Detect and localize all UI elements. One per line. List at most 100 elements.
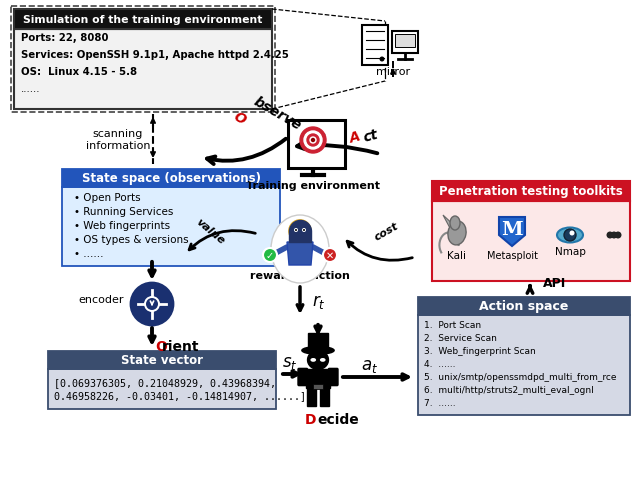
Circle shape (144, 296, 160, 312)
FancyBboxPatch shape (307, 389, 316, 406)
Text: cost: cost (372, 221, 400, 242)
Text: scanning
information: scanning information (86, 129, 150, 151)
Text: ✕: ✕ (326, 251, 334, 261)
FancyBboxPatch shape (62, 169, 280, 188)
FancyBboxPatch shape (308, 334, 328, 353)
FancyBboxPatch shape (328, 369, 338, 386)
Circle shape (303, 229, 305, 231)
Text: 6.  multi/http/struts2_multi_eval_ognl: 6. multi/http/struts2_multi_eval_ognl (424, 386, 594, 395)
Text: ✓: ✓ (266, 251, 274, 261)
Circle shape (263, 249, 277, 263)
Circle shape (131, 283, 173, 325)
Text: $s_t$: $s_t$ (282, 353, 298, 371)
Ellipse shape (271, 216, 329, 283)
Text: O: O (232, 109, 248, 127)
Text: Training environment: Training environment (246, 180, 380, 191)
Ellipse shape (308, 351, 328, 370)
Circle shape (614, 232, 621, 239)
Text: 7.  ......: 7. ...... (424, 399, 456, 408)
Text: • Running Services: • Running Services (74, 206, 173, 216)
Text: $r_t$: $r_t$ (312, 292, 326, 311)
Ellipse shape (310, 358, 316, 362)
Circle shape (295, 229, 297, 231)
Ellipse shape (320, 358, 326, 362)
Text: ......: ...... (21, 84, 40, 94)
Circle shape (146, 299, 158, 311)
Text: value: value (194, 217, 226, 246)
Text: 2.  Service Scan: 2. Service Scan (424, 334, 497, 343)
FancyBboxPatch shape (313, 384, 323, 390)
Text: Services: OpenSSH 9.1p1, Apache httpd 2.4.25: Services: OpenSSH 9.1p1, Apache httpd 2.… (21, 50, 289, 60)
Ellipse shape (563, 228, 577, 242)
FancyBboxPatch shape (395, 35, 415, 48)
Circle shape (294, 228, 298, 232)
Text: Action space: Action space (479, 300, 569, 313)
Text: A: A (348, 130, 362, 146)
Text: Nmap: Nmap (555, 247, 586, 256)
FancyBboxPatch shape (418, 298, 630, 315)
Text: ecide: ecide (317, 412, 359, 426)
FancyBboxPatch shape (62, 188, 280, 266)
Polygon shape (287, 242, 313, 265)
Text: State vector: State vector (121, 354, 203, 367)
Text: • Web fingerprints: • Web fingerprints (74, 220, 170, 230)
Circle shape (307, 135, 319, 147)
Text: rient: rient (162, 339, 200, 353)
FancyBboxPatch shape (48, 351, 276, 369)
FancyBboxPatch shape (432, 181, 630, 202)
Text: D: D (305, 412, 316, 426)
Text: Kali: Kali (447, 251, 467, 261)
Circle shape (570, 231, 575, 236)
FancyBboxPatch shape (306, 370, 330, 389)
Text: $a_t$: $a_t$ (362, 356, 378, 374)
Text: 0.46958226, -0.03401, -0.14814907, ......]: 0.46958226, -0.03401, -0.14814907, .....… (54, 390, 306, 400)
Circle shape (300, 128, 326, 154)
Ellipse shape (450, 216, 460, 230)
Text: ct: ct (362, 127, 380, 144)
Text: Ports: 22, 8080: Ports: 22, 8080 (21, 33, 109, 43)
Circle shape (607, 232, 614, 239)
Text: 3.  Web_fingerprint Scan: 3. Web_fingerprint Scan (424, 347, 536, 356)
Circle shape (323, 249, 337, 263)
Text: OS:  Linux 4.15 - 5.8: OS: Linux 4.15 - 5.8 (21, 67, 137, 77)
FancyBboxPatch shape (418, 315, 630, 415)
Circle shape (611, 232, 618, 239)
FancyBboxPatch shape (432, 202, 630, 281)
Text: • OS types & versions: • OS types & versions (74, 235, 189, 244)
Ellipse shape (448, 222, 466, 245)
FancyBboxPatch shape (48, 369, 276, 409)
Text: M: M (501, 220, 523, 239)
FancyBboxPatch shape (320, 389, 330, 406)
Polygon shape (499, 217, 525, 247)
Ellipse shape (557, 228, 583, 243)
FancyBboxPatch shape (392, 32, 418, 54)
Text: 1.  Port Scan: 1. Port Scan (424, 321, 481, 330)
Text: API: API (543, 277, 566, 290)
Text: encoder: encoder (79, 294, 124, 304)
Polygon shape (443, 216, 457, 230)
Text: reward function: reward function (250, 270, 350, 280)
Text: • Open Ports: • Open Ports (74, 192, 141, 203)
FancyBboxPatch shape (14, 30, 272, 110)
Ellipse shape (302, 347, 334, 354)
Circle shape (304, 132, 322, 150)
Circle shape (380, 58, 385, 62)
Circle shape (289, 220, 311, 242)
Text: O: O (155, 339, 167, 353)
Text: State space (observations): State space (observations) (81, 172, 260, 185)
Text: [0.069376305, 0.21048929, 0.43968394,: [0.069376305, 0.21048929, 0.43968394, (54, 377, 276, 387)
FancyBboxPatch shape (288, 121, 345, 168)
FancyBboxPatch shape (362, 26, 388, 66)
Text: Penetration testing toolkits: Penetration testing toolkits (439, 185, 623, 198)
Text: Metasploit: Metasploit (486, 251, 538, 261)
Circle shape (310, 138, 316, 144)
Text: 5.  unix/smtp/openssmdpd_multi_from_rce: 5. unix/smtp/openssmdpd_multi_from_rce (424, 373, 616, 382)
Circle shape (302, 228, 306, 232)
Text: • ......: • ...... (74, 249, 104, 258)
Text: bserve: bserve (251, 95, 304, 133)
FancyBboxPatch shape (14, 10, 272, 30)
FancyBboxPatch shape (298, 369, 308, 386)
Text: 4.  ......: 4. ...... (424, 360, 456, 369)
Circle shape (564, 229, 576, 241)
Text: mirror: mirror (376, 67, 410, 77)
